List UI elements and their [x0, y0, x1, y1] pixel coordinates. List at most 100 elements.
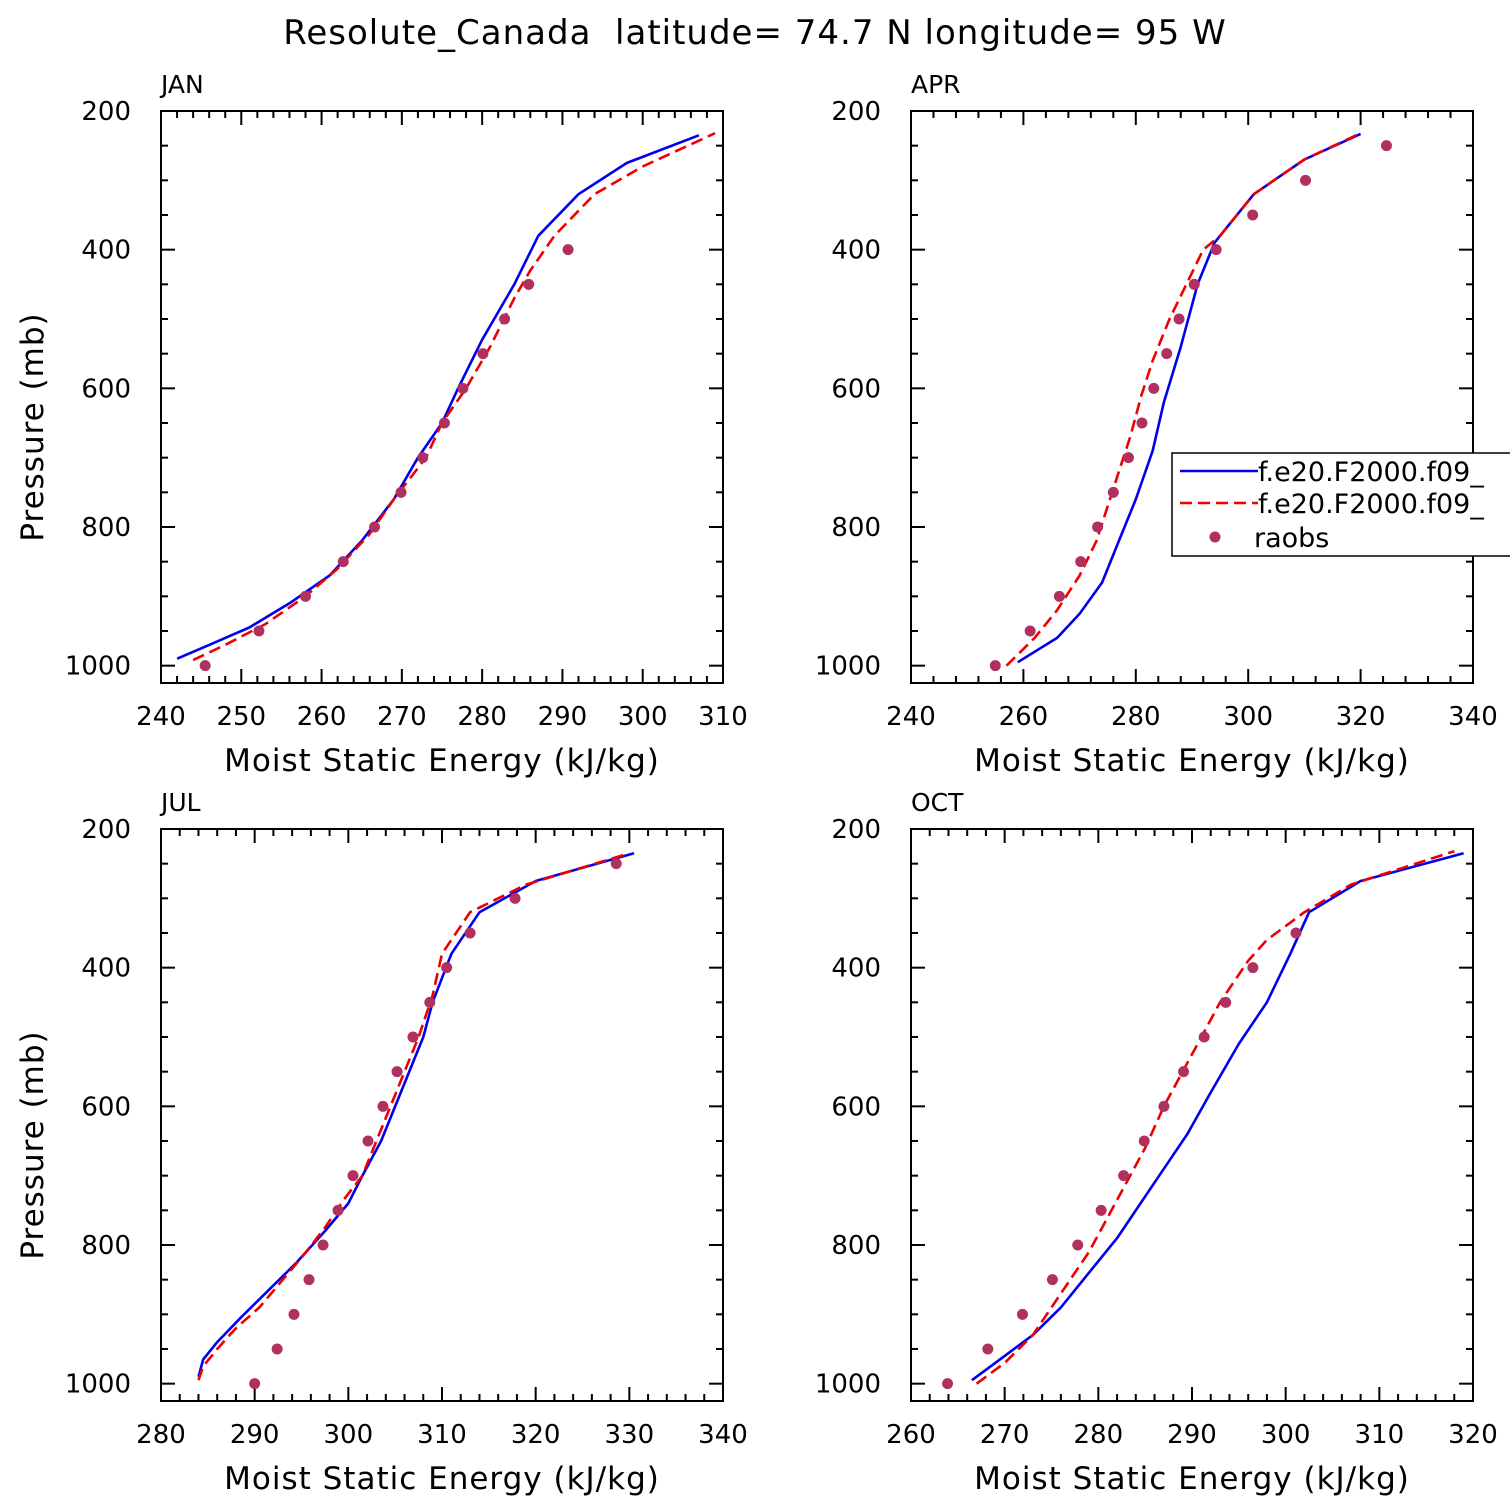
x-tick-label: 240 — [136, 702, 186, 732]
raobs-point — [1300, 174, 1312, 186]
y-tick-label: 800 — [81, 1231, 131, 1261]
raobs-point — [441, 962, 453, 974]
raobs-point — [377, 1100, 389, 1112]
legend-label: f.e20.F2000.f09_ — [1258, 457, 1484, 488]
series-line-solid — [1017, 132, 1362, 664]
y-tick-label: 600 — [831, 374, 881, 404]
y-tick-label: 1000 — [815, 1370, 881, 1400]
raobs-point — [332, 1204, 344, 1216]
plot-area — [176, 132, 716, 672]
x-tick-label: 260 — [297, 702, 347, 732]
x-tick-label: 310 — [698, 702, 748, 732]
raobs-point — [253, 625, 265, 637]
y-tick-label: 200 — [81, 815, 131, 845]
panel-title: JUL — [159, 788, 201, 817]
raobs-point — [424, 996, 436, 1008]
x-tick-label: 340 — [698, 1420, 748, 1450]
raobs-point — [1158, 1100, 1170, 1112]
raobs-point — [1173, 313, 1185, 325]
y-tick-label: 600 — [81, 1092, 131, 1122]
raobs-point — [369, 521, 381, 533]
raobs-point — [1053, 590, 1065, 602]
y-tick-label: 400 — [831, 236, 881, 266]
raobs-point — [1161, 348, 1173, 360]
x-tick-label: 280 — [136, 1420, 186, 1450]
raobs-point — [562, 244, 574, 256]
raobs-point — [1148, 382, 1160, 394]
raobs-point — [1072, 1239, 1084, 1251]
plot-area — [989, 132, 1392, 672]
y-tick-label: 200 — [831, 815, 881, 845]
x-axis-label: Moist Static Energy (kJ/kg) — [224, 1461, 660, 1497]
x-tick-label: 260 — [886, 1420, 936, 1450]
series-line-dashed — [975, 849, 1455, 1385]
raobs-point — [337, 556, 349, 568]
x-axis-label: Moist Static Energy (kJ/kg) — [224, 743, 660, 779]
x-tick-label: 300 — [324, 1420, 374, 1450]
raobs-point — [477, 348, 489, 360]
raobs-point — [271, 1343, 283, 1355]
raobs-point — [395, 486, 407, 498]
x-tick-label: 320 — [1336, 702, 1386, 732]
series-line-dashed — [197, 852, 630, 1381]
x-tick-label: 270 — [980, 1420, 1030, 1450]
series-line-solid — [971, 852, 1464, 1382]
panel-apr: 240 260 280 300 320 340 200 400 600 800 1000 APR Moi… — [815, 70, 1498, 779]
panels: 240 250 260 270 280 290 300 310 200 400 600 800 1000… — [15, 70, 1498, 1497]
x-tick-label: 310 — [417, 1420, 467, 1450]
raobs-point — [1247, 962, 1259, 974]
plot-area — [942, 849, 1464, 1390]
raobs-point — [1198, 1031, 1210, 1043]
panel-title: APR — [911, 70, 961, 99]
y-axis-label: Pressure (mb) — [15, 1030, 51, 1259]
x-axis-label: Moist Static Energy (kJ/kg) — [974, 1461, 1410, 1497]
panel-jan: 240 250 260 270 280 290 300 310 200 400 600 800 1000… — [15, 70, 748, 779]
x-tick-label: 280 — [1074, 1420, 1124, 1450]
y-tick-label: 1000 — [65, 1370, 131, 1400]
raobs-point — [347, 1170, 359, 1182]
raobs-point — [1075, 556, 1087, 568]
y-tick-label: 1000 — [65, 652, 131, 682]
x-tick-label: 330 — [605, 1420, 655, 1450]
raobs-point — [391, 1066, 403, 1078]
y-axis-label: Pressure (mb) — [15, 312, 51, 541]
x-tick-label: 300 — [618, 702, 668, 732]
raobs-point — [1095, 1204, 1107, 1216]
raobs-point — [362, 1135, 374, 1147]
raobs-point — [1107, 486, 1119, 498]
y-tick-label: 800 — [831, 1231, 881, 1261]
y-tick-label: 200 — [831, 97, 881, 127]
raobs-point — [989, 660, 1001, 672]
raobs-point — [523, 278, 535, 290]
raobs-point — [407, 1031, 419, 1043]
raobs-point — [499, 313, 511, 325]
x-tick-label: 320 — [1448, 1420, 1498, 1450]
x-tick-label: 270 — [377, 702, 427, 732]
raobs-point — [1122, 452, 1134, 464]
y-tick-label: 800 — [831, 513, 881, 543]
plot-frame — [910, 110, 1474, 684]
raobs-point — [457, 382, 469, 394]
x-tick-label: 240 — [886, 702, 936, 732]
legend-label: raobs — [1254, 523, 1329, 554]
plot-frame — [160, 110, 724, 684]
y-tick-label: 600 — [81, 374, 131, 404]
series-line-solid — [197, 852, 635, 1378]
raobs-point — [1188, 278, 1200, 290]
y-tick-label: 200 — [81, 97, 131, 127]
raobs-point — [1290, 927, 1302, 939]
x-tick-label: 250 — [216, 702, 266, 732]
raobs-point — [1220, 996, 1232, 1008]
raobs-point — [1092, 521, 1104, 533]
raobs-point — [303, 1274, 315, 1286]
plot-area — [197, 852, 635, 1390]
raobs-point — [300, 590, 312, 602]
raobs-point — [288, 1308, 300, 1320]
raobs-point — [982, 1343, 994, 1355]
plot-frame — [160, 828, 724, 1402]
x-tick-label: 290 — [538, 702, 588, 732]
raobs-point — [1247, 209, 1259, 221]
panel-title: JAN — [159, 70, 204, 99]
raobs-point — [199, 660, 211, 672]
